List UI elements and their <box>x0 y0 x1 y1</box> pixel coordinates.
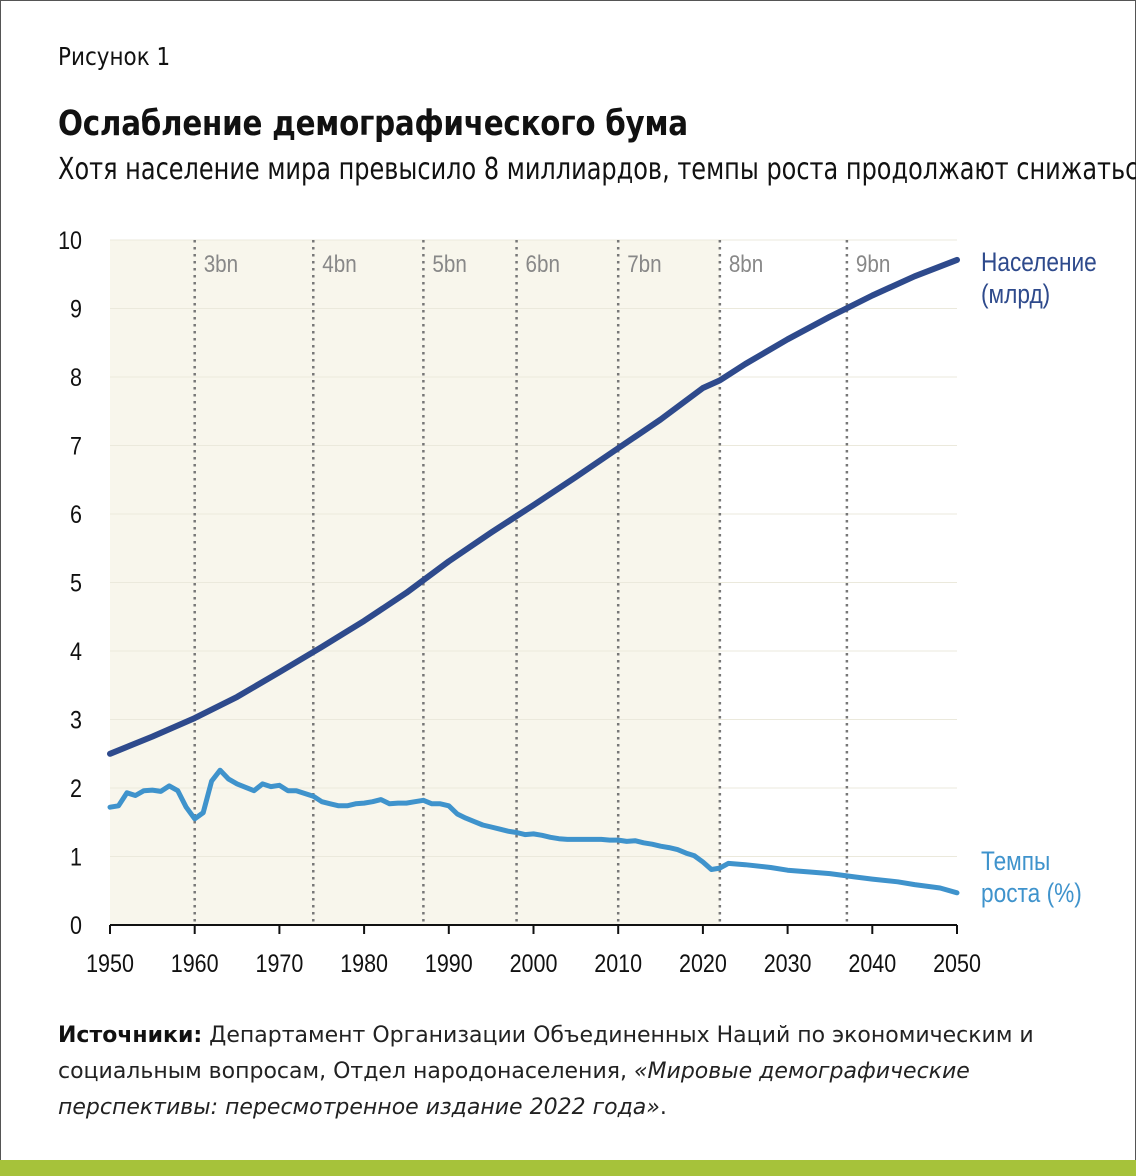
line-chart: 3bn 4bn 5bn 6bn 7bn 8bn 9bn 0 1 2 3 4 5 6 7 8 9 10 1950 19… <box>58 226 1097 977</box>
chart-title: Ослабление демографического бума <box>58 104 688 144</box>
y-tick-label: 3 <box>70 706 82 734</box>
x-tick-label: 1980 <box>340 949 388 977</box>
x-tick-label: 1950 <box>86 949 134 977</box>
source-publication: «Мировые демографические перспективы: пе… <box>58 1059 970 1120</box>
milestone-label: 7bn <box>627 251 661 278</box>
y-tick-label: 0 <box>70 911 82 939</box>
milestone-label: 9bn <box>856 251 890 278</box>
milestone-label: 5bn <box>432 251 466 278</box>
y-tick-label: 8 <box>70 363 82 391</box>
y-tick-label: 2 <box>70 774 82 802</box>
source-label: Источники: <box>58 1023 203 1048</box>
axes: 0 1 2 3 4 5 6 7 8 9 10 1950 1960 1970 1980 1990 2000 2010… <box>58 226 981 977</box>
x-tick-label: 1970 <box>256 949 304 977</box>
series-lines <box>107 256 960 896</box>
population-label: Население <box>981 247 1097 277</box>
chart-subtitle: Хотя население мира превысило 8 миллиард… <box>58 152 1136 187</box>
source-text: Департамент Организации Объединенных Нац… <box>58 1023 1034 1084</box>
y-tick-label: 10 <box>58 226 82 254</box>
x-tick-label: 1960 <box>171 949 219 977</box>
growth-rate-line <box>107 767 960 896</box>
growth-rate-label: роста (%) <box>981 878 1082 908</box>
y-tick-label: 9 <box>70 295 82 323</box>
accent-bar <box>0 1160 1136 1176</box>
x-tick-label: 2030 <box>764 949 812 977</box>
milestone-markers: 3bn 4bn 5bn 6bn 7bn 8bn 9bn <box>193 240 890 925</box>
source-note: Источники: Департамент Организации Объед… <box>58 1018 1078 1126</box>
y-tick-label: 7 <box>70 432 82 460</box>
y-tick-label: 1 <box>70 843 82 871</box>
x-tick-label: 1990 <box>425 949 473 977</box>
y-tick-label: 5 <box>70 569 82 597</box>
x-tick-label: 2010 <box>594 949 642 977</box>
growth-rate-label: Темпы <box>981 846 1050 876</box>
y-tick-label: 4 <box>70 637 82 665</box>
y-tick-label: 6 <box>70 500 82 528</box>
milestone-label: 3bn <box>204 251 238 278</box>
x-tick-label: 2040 <box>848 949 896 977</box>
x-tick-label: 2020 <box>679 949 727 977</box>
milestone-label: 4bn <box>322 251 356 278</box>
x-tick-label: 2050 <box>933 949 981 977</box>
population-line <box>107 256 960 757</box>
source-end: . <box>659 1095 667 1120</box>
x-tick-label: 2000 <box>510 949 558 977</box>
milestone-label: 8bn <box>729 251 763 278</box>
figure-label: Рисунок 1 <box>58 42 171 71</box>
population-label: (млрд) <box>981 279 1050 309</box>
milestone-label: 6bn <box>526 251 560 278</box>
